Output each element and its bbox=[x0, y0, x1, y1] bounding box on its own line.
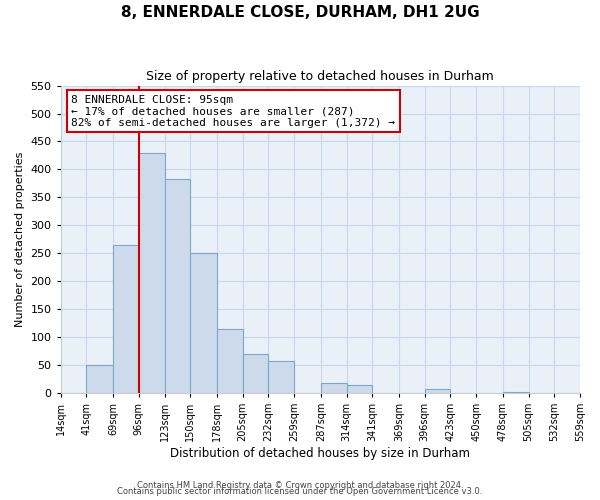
Text: Contains HM Land Registry data © Crown copyright and database right 2024.: Contains HM Land Registry data © Crown c… bbox=[137, 481, 463, 490]
Y-axis label: Number of detached properties: Number of detached properties bbox=[15, 152, 25, 327]
Bar bbox=[347, 385, 372, 393]
Bar bbox=[321, 383, 347, 393]
Text: 8, ENNERDALE CLOSE, DURHAM, DH1 2UG: 8, ENNERDALE CLOSE, DURHAM, DH1 2UG bbox=[121, 5, 479, 20]
Bar bbox=[242, 354, 268, 393]
Title: Size of property relative to detached houses in Durham: Size of property relative to detached ho… bbox=[146, 70, 494, 83]
Bar bbox=[503, 392, 529, 393]
Text: 8 ENNERDALE CLOSE: 95sqm
← 17% of detached houses are smaller (287)
82% of semi-: 8 ENNERDALE CLOSE: 95sqm ← 17% of detach… bbox=[71, 95, 395, 128]
Bar bbox=[217, 328, 242, 393]
Bar bbox=[268, 360, 294, 393]
Bar bbox=[425, 388, 451, 393]
Text: Contains public sector information licensed under the Open Government Licence v3: Contains public sector information licen… bbox=[118, 487, 482, 496]
Bar bbox=[139, 152, 164, 393]
Bar bbox=[113, 245, 139, 393]
X-axis label: Distribution of detached houses by size in Durham: Distribution of detached houses by size … bbox=[170, 447, 470, 460]
Bar bbox=[86, 365, 113, 393]
Bar bbox=[164, 179, 190, 393]
Bar bbox=[190, 254, 217, 393]
